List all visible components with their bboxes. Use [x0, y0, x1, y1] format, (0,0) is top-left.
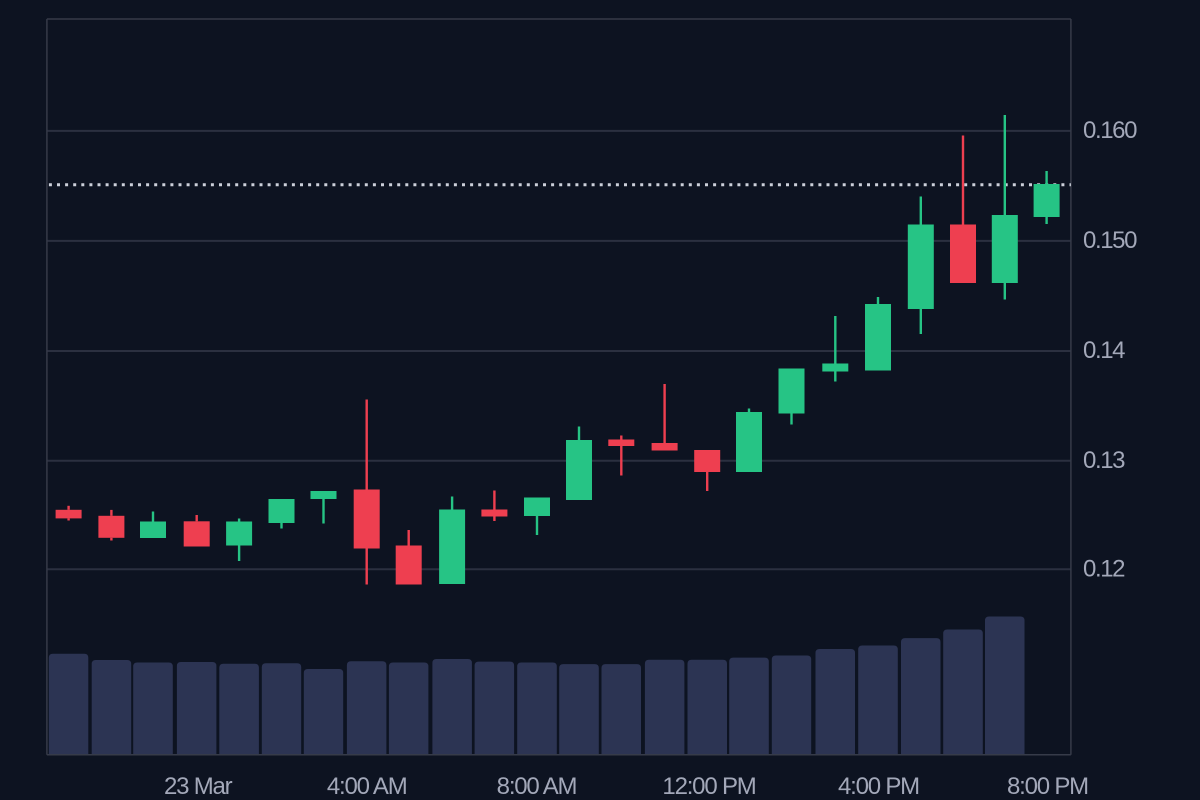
- svg-text:23 Mar: 23 Mar: [164, 773, 233, 800]
- svg-text:0.14: 0.14: [1083, 337, 1125, 364]
- svg-text:0.160: 0.160: [1083, 117, 1137, 144]
- svg-text:8:00 PM: 8:00 PM: [1007, 773, 1088, 800]
- svg-text:0.13: 0.13: [1083, 447, 1125, 474]
- svg-text:0.150: 0.150: [1083, 227, 1137, 254]
- svg-text:12:00 PM: 12:00 PM: [662, 773, 755, 800]
- svg-text:4:00 PM: 4:00 PM: [838, 773, 919, 800]
- svg-text:8:00 AM: 8:00 AM: [497, 773, 577, 800]
- svg-text:0.12: 0.12: [1083, 555, 1125, 582]
- svg-text:4:00 AM: 4:00 AM: [327, 773, 407, 800]
